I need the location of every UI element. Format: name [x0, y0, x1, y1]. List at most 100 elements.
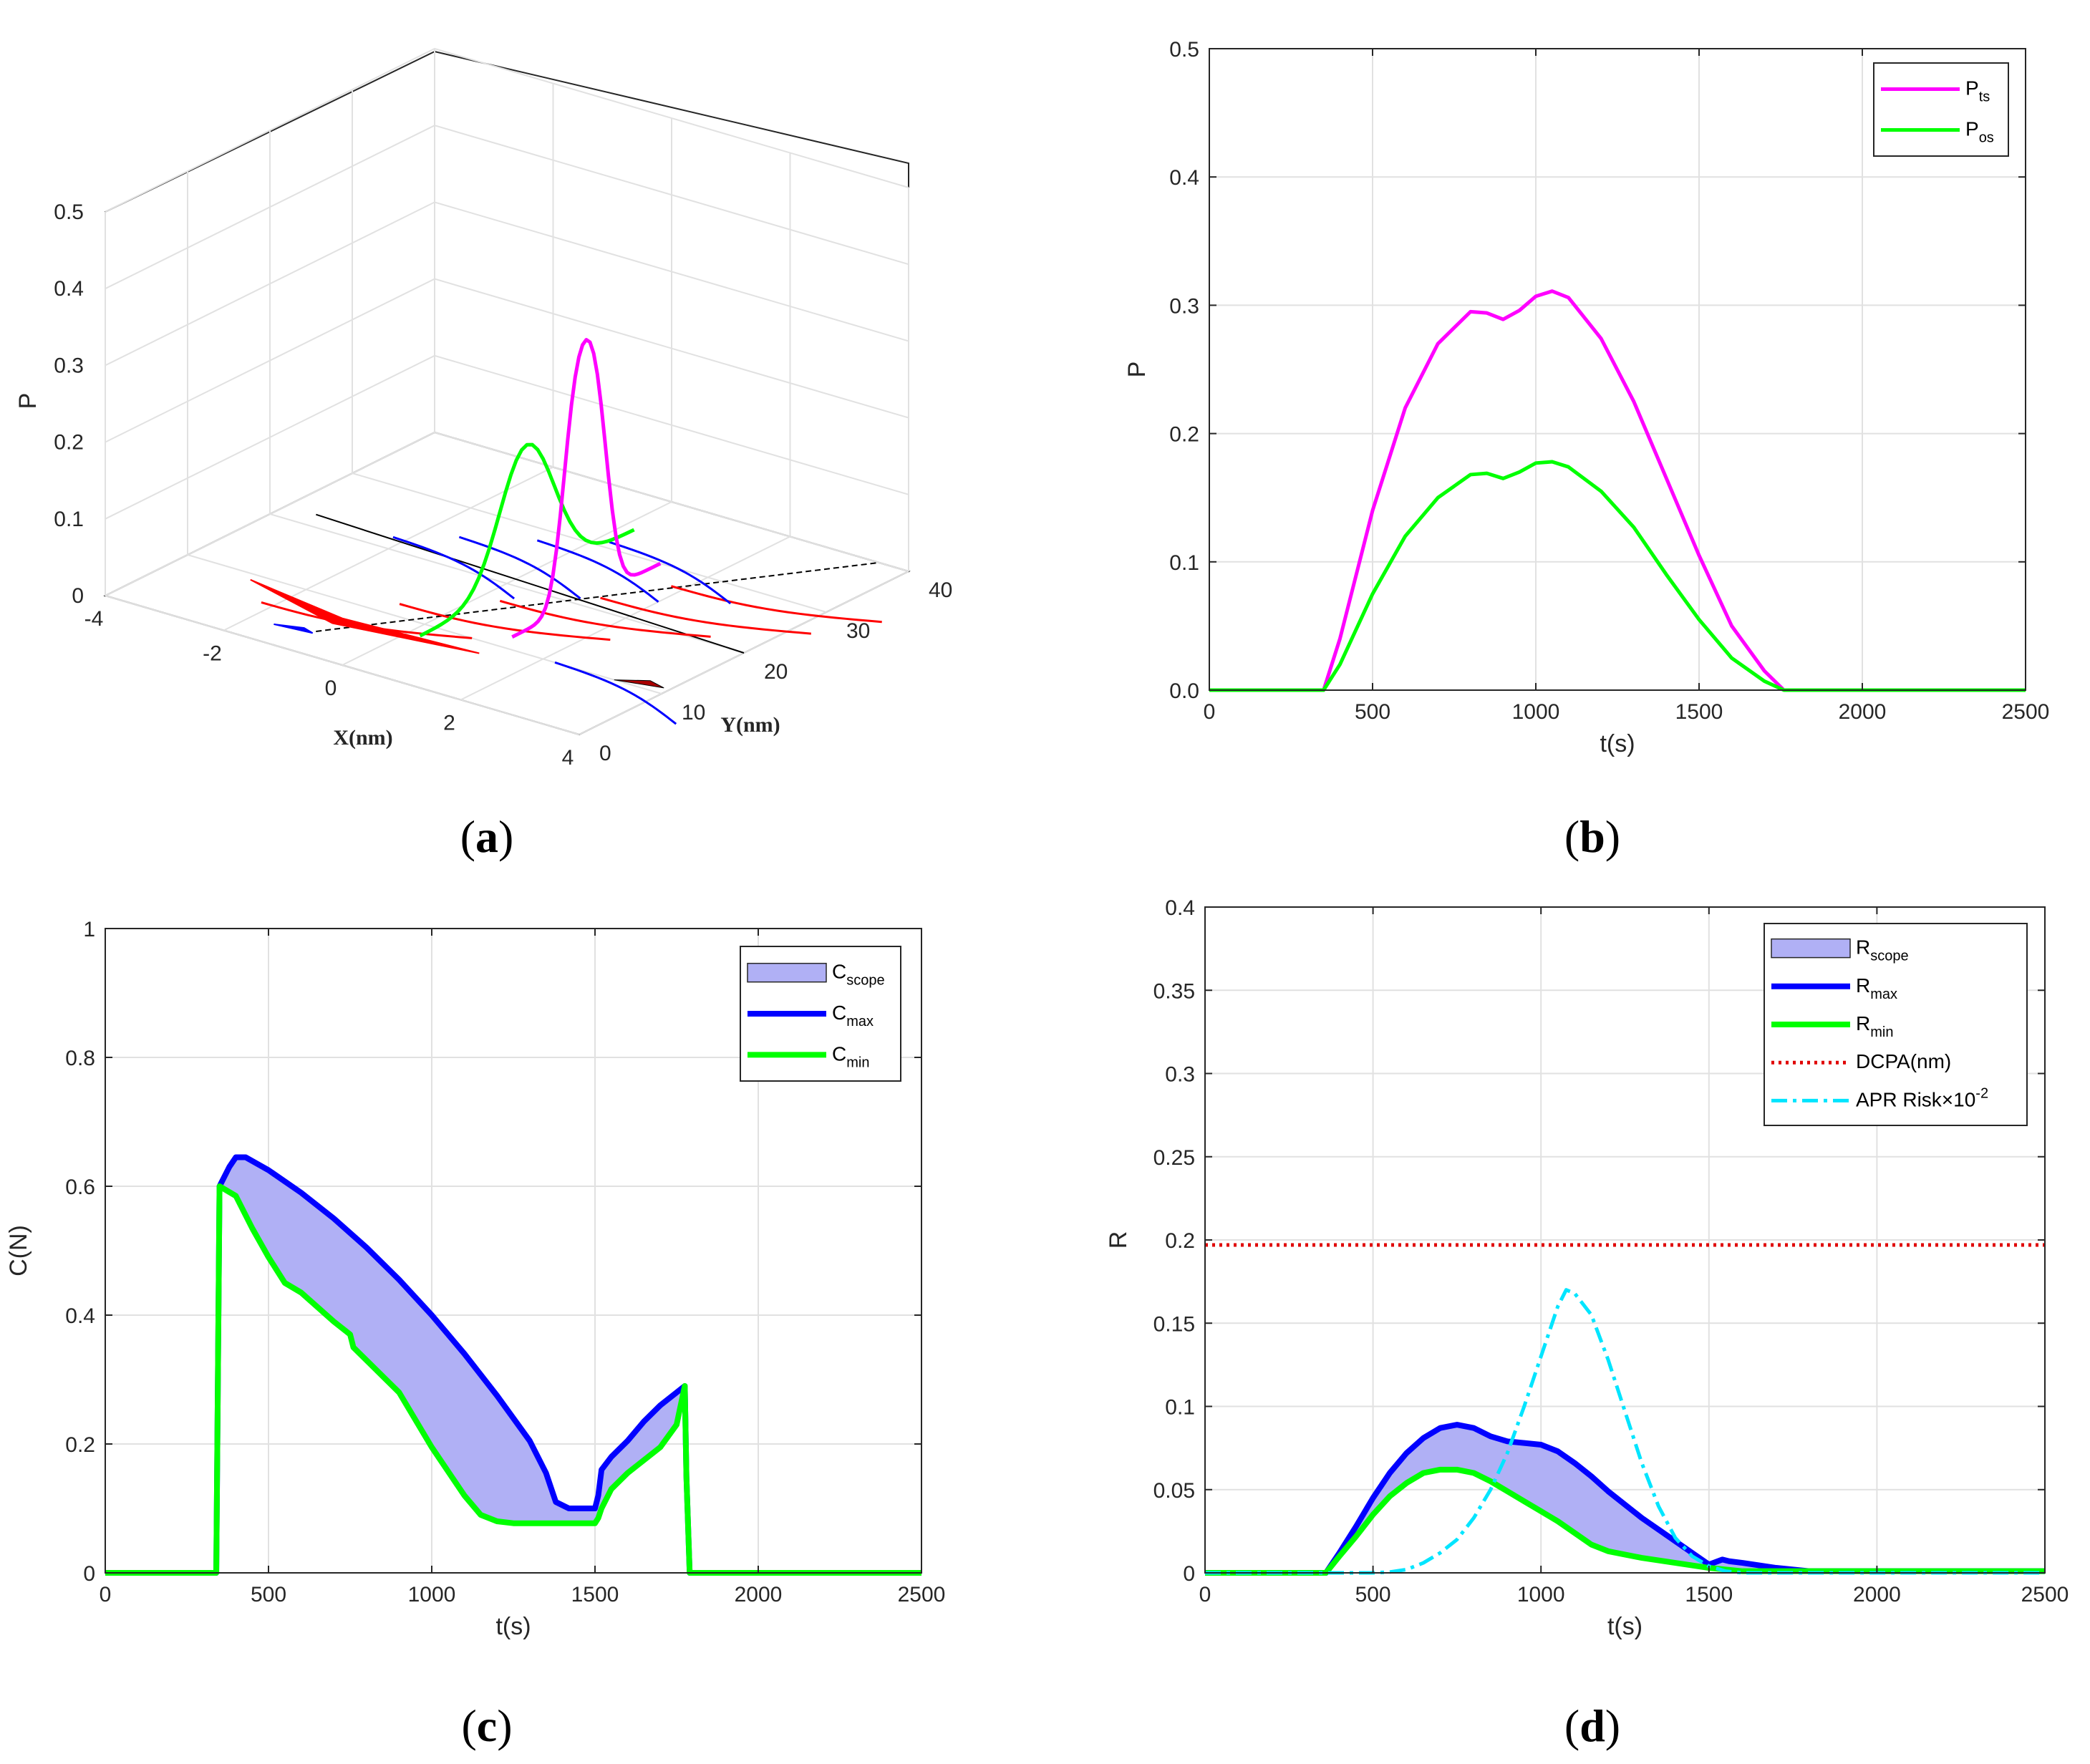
panel-d-xlabel: t(s)	[1607, 1613, 1643, 1640]
x-tick-label: 4	[562, 746, 574, 770]
grid-line	[187, 554, 662, 694]
y-tick-label: 0.1	[1165, 1396, 1195, 1420]
own-ship-contour	[554, 661, 677, 725]
x-tick-label: 1500	[1675, 700, 1723, 724]
panel-label-a: (a)	[460, 811, 514, 862]
z-tick-label: 0.4	[54, 277, 84, 301]
z-tick-label: 0	[72, 584, 84, 608]
x-tick-label: 1000	[408, 1583, 456, 1606]
grid-line	[105, 278, 909, 443]
x-tick-label: 2500	[2002, 700, 2050, 724]
y-tick-label: 0	[83, 1562, 95, 1586]
track-line	[316, 561, 879, 632]
series-line-c-min	[105, 1183, 921, 1576]
grid-line	[269, 513, 745, 654]
panel-a-xlabel: X(nm)	[333, 726, 392, 750]
x-tick-label: 0	[325, 677, 337, 700]
panel-a-curves	[250, 338, 882, 725]
grid-line	[105, 47, 909, 213]
z-tick-label: 0.5	[54, 200, 84, 224]
y-tick-label: 0.2	[1165, 1229, 1195, 1253]
y-tick-label: 0.3	[1165, 1063, 1195, 1087]
z-tick-label: 0.1	[54, 508, 84, 531]
legend-label: Rscope	[1856, 936, 1909, 964]
panel-b-axes-box	[1209, 48, 2026, 691]
series-line-r-max	[1205, 1422, 2045, 1576]
panel-b-legend: Pts Pos	[1873, 62, 2009, 157]
x-tick-label: 2500	[898, 1583, 946, 1606]
y-tick-label: 1	[83, 918, 95, 941]
panel-c-legend: Cscope Cmax Cmin	[740, 946, 901, 1082]
y-tick-label: 30	[846, 619, 870, 643]
legend-label: DCPA(nm)	[1856, 1050, 1951, 1072]
x-tick-label: 2	[443, 712, 455, 735]
y-tick-label: 0.4	[1165, 896, 1195, 920]
x-tick-label: 500	[1355, 1583, 1391, 1606]
x-tick-label: -4	[84, 607, 104, 631]
y-tick-label: 40	[929, 578, 952, 602]
y-tick-label: 0	[1183, 1562, 1195, 1586]
y-tick-label: 0.2	[1169, 423, 1199, 447]
target-ship-contour	[499, 599, 711, 638]
grid-line	[105, 125, 909, 290]
legend-label: Cmin	[832, 1042, 869, 1070]
x-tick-label: 1500	[1685, 1583, 1733, 1606]
panel-label-b: (b)	[1564, 811, 1620, 862]
y-tick-label: 10	[682, 701, 705, 724]
x-tick-label: 1500	[571, 1583, 619, 1606]
y-tick-label: 0.5	[1169, 38, 1199, 62]
legend-label: Cscope	[832, 961, 885, 989]
track-line	[316, 513, 745, 654]
legend-swatch	[747, 962, 827, 983]
grid-line	[105, 201, 909, 367]
x-tick-label: 0	[100, 1583, 112, 1606]
panel-label-c: (c)	[461, 1700, 512, 1751]
panel-b-line-chart: 0 500 1000 1500 2000 2500 0.0 0.1 0.2 0.3 0.4 0.5 t(…	[1123, 38, 2049, 757]
panel-a-zlabel: P	[14, 393, 42, 410]
series-line-p-ts	[1209, 289, 2026, 692]
x-tick-label: 2500	[2021, 1583, 2069, 1606]
y-tick-label: 0.15	[1153, 1312, 1195, 1336]
legend-label: Pts	[1965, 77, 1990, 105]
grid-line	[105, 431, 909, 596]
legend-swatch	[1771, 938, 1851, 959]
z-tick-label: 0.3	[54, 354, 84, 377]
y-tick-label: 0.8	[65, 1047, 95, 1070]
panel-a-ylabel: Y(nm)	[720, 713, 780, 737]
panel-d-area-chart: 0 500 1000 1500 2000 2500 0 0.05 0.1 0.15 0.2 0.25 0…	[1105, 896, 2069, 1640]
panel-d-legend: Rscope Rmax Rmin DCPA(nm) APR Risk×10-2	[1764, 923, 2028, 1126]
own-ship-contour	[609, 541, 732, 605]
x-tick-label: 500	[251, 1583, 286, 1606]
x-tick-label: 0	[1199, 1583, 1211, 1606]
panel-c-xlabel: t(s)	[495, 1613, 531, 1640]
y-tick-label: 0.25	[1153, 1146, 1195, 1170]
legend-label: Rmax	[1856, 974, 1897, 1002]
y-tick-label: 0.0	[1169, 679, 1199, 703]
x-tick-label: 1000	[1512, 700, 1560, 724]
y-tick-label: 0.4	[65, 1304, 95, 1328]
x-tick-label: 2000	[1839, 700, 1887, 724]
x-tick-label: 500	[1355, 700, 1390, 724]
x-tick-label: 2000	[735, 1583, 783, 1606]
legend-box	[1873, 62, 2009, 157]
grid-line	[105, 354, 909, 520]
panel-c-area-chart: 0 500 1000 1500 2000 2500 0 0.2 0.4 0.6 0.8 1 t(s) C(…	[5, 918, 945, 1640]
own-ship-contour	[392, 536, 516, 600]
target-ship-contour	[600, 596, 811, 635]
panel-c-axes-box	[105, 928, 922, 1574]
x-tick-label: -2	[203, 642, 222, 666]
y-tick-label: 0.2	[65, 1433, 95, 1457]
x-tick-label: 0	[1204, 700, 1216, 724]
y-tick-label: 0	[599, 742, 611, 765]
own-ship-contour	[536, 539, 659, 603]
legend-label: Pos	[1965, 118, 1994, 146]
y-tick-label: 0.05	[1153, 1479, 1195, 1503]
legend-label: Rmin	[1856, 1012, 1893, 1040]
series-line-p-os	[1209, 460, 2026, 692]
legend-label: APR Risk×10-2	[1856, 1085, 1988, 1110]
panel-b-ylabel: P	[1123, 362, 1151, 378]
target-ship-contour	[399, 603, 611, 641]
